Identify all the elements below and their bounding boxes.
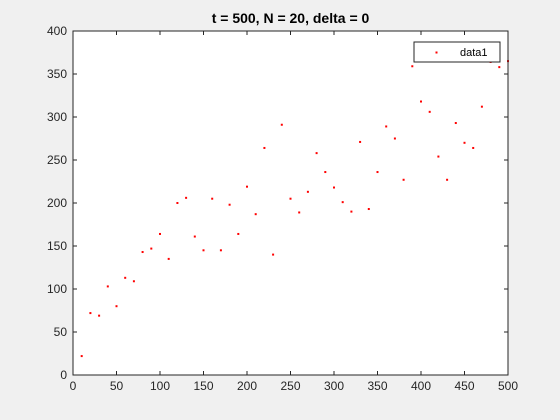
data-point [263, 146, 266, 149]
data-point [333, 186, 335, 189]
data-point [463, 141, 466, 144]
data-point [132, 280, 135, 283]
y-tick-label: 350 [47, 67, 67, 81]
data-point [350, 210, 353, 213]
data-point [159, 232, 161, 235]
data-point [454, 122, 457, 125]
data-point [315, 152, 318, 155]
y-tick-label: 150 [47, 239, 67, 253]
data-point [89, 312, 92, 315]
data-point [437, 155, 440, 158]
data-point [367, 208, 370, 211]
plot-area [73, 31, 508, 375]
data-point [402, 178, 405, 181]
data-point [80, 355, 83, 358]
data-point [185, 196, 188, 199]
y-tick-label: 300 [47, 110, 67, 124]
data-point [254, 213, 257, 216]
data-point [228, 203, 231, 206]
data-point [193, 235, 196, 238]
axis-ticks: 0 50 100 150 200 250 300 350 400 450 500 0 50 100 150 2… [47, 24, 518, 393]
data-point [202, 249, 205, 252]
data-point [420, 100, 422, 103]
data-point [150, 247, 153, 250]
data-point [359, 140, 362, 143]
data-point [211, 197, 214, 200]
legend-marker [435, 51, 438, 54]
x-tick-label: 0 [70, 379, 77, 393]
legend-box [413, 41, 501, 63]
data-point [306, 190, 309, 193]
x-tick-label: 350 [367, 379, 387, 393]
chart-title: t = 500, N = 20, delta = 0 [212, 10, 370, 26]
data-point [115, 305, 118, 308]
x-tick-label: 300 [324, 379, 344, 393]
y-tick-label: 0 [60, 368, 67, 382]
data-point [124, 276, 127, 279]
data-point [446, 178, 449, 181]
y-tick-label: 400 [47, 24, 67, 38]
data-point [385, 125, 388, 128]
y-tick-label: 50 [54, 325, 68, 339]
x-tick-label: 500 [498, 379, 518, 393]
data-point [219, 249, 222, 252]
data-point [280, 123, 283, 126]
y-tick-label: 250 [47, 153, 67, 167]
x-tick-label: 450 [454, 379, 474, 393]
data-point [98, 314, 101, 317]
data-point [289, 197, 292, 200]
legend-label: data1 [460, 47, 488, 59]
x-tick-label: 250 [280, 379, 300, 393]
data-point [167, 257, 170, 260]
x-tick-label: 400 [411, 379, 431, 393]
data-point [176, 202, 179, 204]
data-point [237, 232, 240, 235]
x-tick-label: 200 [237, 379, 257, 393]
data-point [411, 65, 414, 68]
x-tick-label: 100 [150, 379, 170, 393]
data-point [428, 110, 431, 113]
legend[interactable]: data1 [413, 41, 501, 63]
data-point [141, 251, 144, 254]
y-tick-label: 200 [47, 196, 67, 210]
data-point [376, 171, 379, 174]
data-point [393, 137, 396, 140]
data-point [480, 105, 483, 108]
data-point [246, 185, 248, 188]
data-point [106, 285, 109, 288]
data-point [272, 253, 275, 256]
y-tick-label: 100 [47, 282, 67, 296]
data-point [472, 146, 475, 149]
data-point [298, 211, 301, 214]
data-point [324, 171, 327, 174]
data-point [341, 201, 344, 204]
x-tick-label: 50 [110, 379, 124, 393]
x-tick-label: 150 [193, 379, 213, 393]
data-point [498, 66, 501, 69]
